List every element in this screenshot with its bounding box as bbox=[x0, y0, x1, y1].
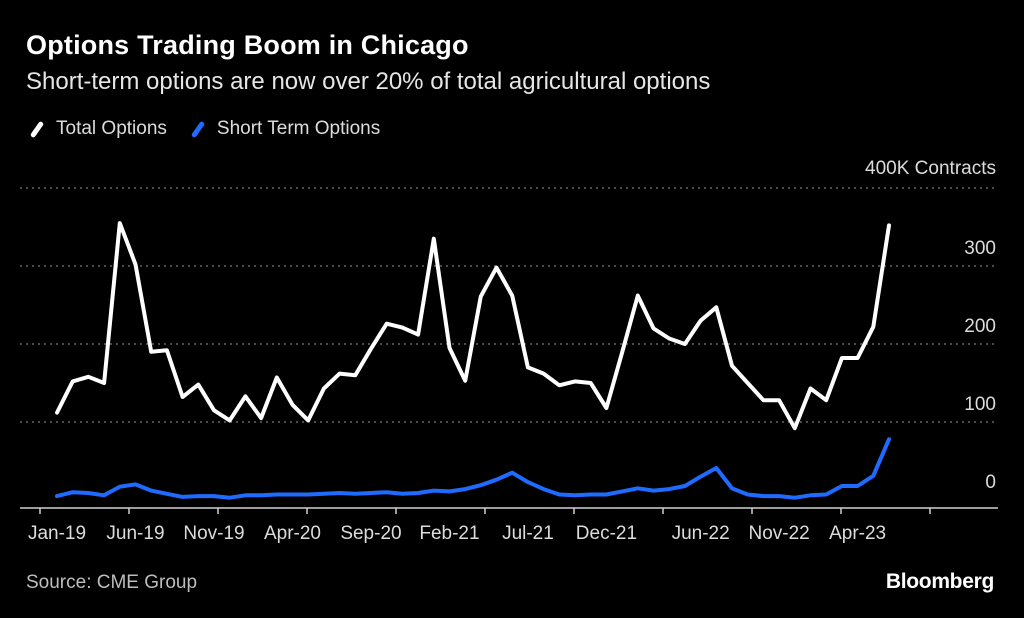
source-note: Source: CME Group bbox=[26, 572, 198, 593]
legend-label-total: Total Options bbox=[56, 118, 167, 139]
x-tick-label-jul-21: Jul-21 bbox=[502, 523, 554, 544]
x-axis: Jan-19 Jun-19 Nov-19 Apr-20 Sep-20 Feb-21 Jul-… bbox=[20, 507, 998, 544]
y-tick-label-300: 300 bbox=[964, 238, 996, 259]
bloomberg-logo: Bloomberg bbox=[885, 570, 994, 593]
x-tick-label-apr-23: Apr-23 bbox=[829, 523, 886, 544]
legend-item-total: Total Options bbox=[26, 118, 167, 140]
x-tick-label-sep-20: Sep-20 bbox=[340, 523, 401, 544]
series-line-total-options bbox=[55, 221, 891, 431]
legend-item-short: Short Term Options bbox=[187, 118, 380, 140]
x-tick-label-feb-21: Feb-21 bbox=[419, 523, 479, 544]
legend: Total Options Short Term Options bbox=[26, 118, 400, 140]
chart-subtitle: Short-term options are now over 20% of t… bbox=[26, 68, 711, 95]
x-tick-label-jan-19: Jan-19 bbox=[28, 523, 86, 544]
y-axis-unit-label: 400K Contracts bbox=[865, 158, 996, 179]
x-tick-label-jun-22: Jun-22 bbox=[672, 523, 730, 544]
x-tick-label-nov-22: Nov-22 bbox=[748, 523, 809, 544]
x-tick-label-jun-19: Jun-19 bbox=[106, 523, 164, 544]
y-tick-label-0: 0 bbox=[985, 472, 996, 493]
gridlines bbox=[20, 187, 998, 423]
series-lines bbox=[55, 221, 891, 500]
x-tick-label-apr-20: Apr-20 bbox=[264, 523, 321, 544]
x-tick-label-nov-19: Nov-19 bbox=[183, 523, 244, 544]
y-tick-label-200: 200 bbox=[964, 316, 996, 337]
y-tick-label-100: 100 bbox=[964, 394, 996, 415]
chart-title: Options Trading Boom in Chicago bbox=[26, 30, 469, 60]
x-tick-label-dec-21: Dec-21 bbox=[576, 523, 637, 544]
series-line-short-term-options bbox=[55, 437, 891, 500]
legend-label-short: Short Term Options bbox=[216, 118, 381, 139]
y-axis-ticks: 0 100 200 300 400K Contracts bbox=[865, 158, 996, 493]
